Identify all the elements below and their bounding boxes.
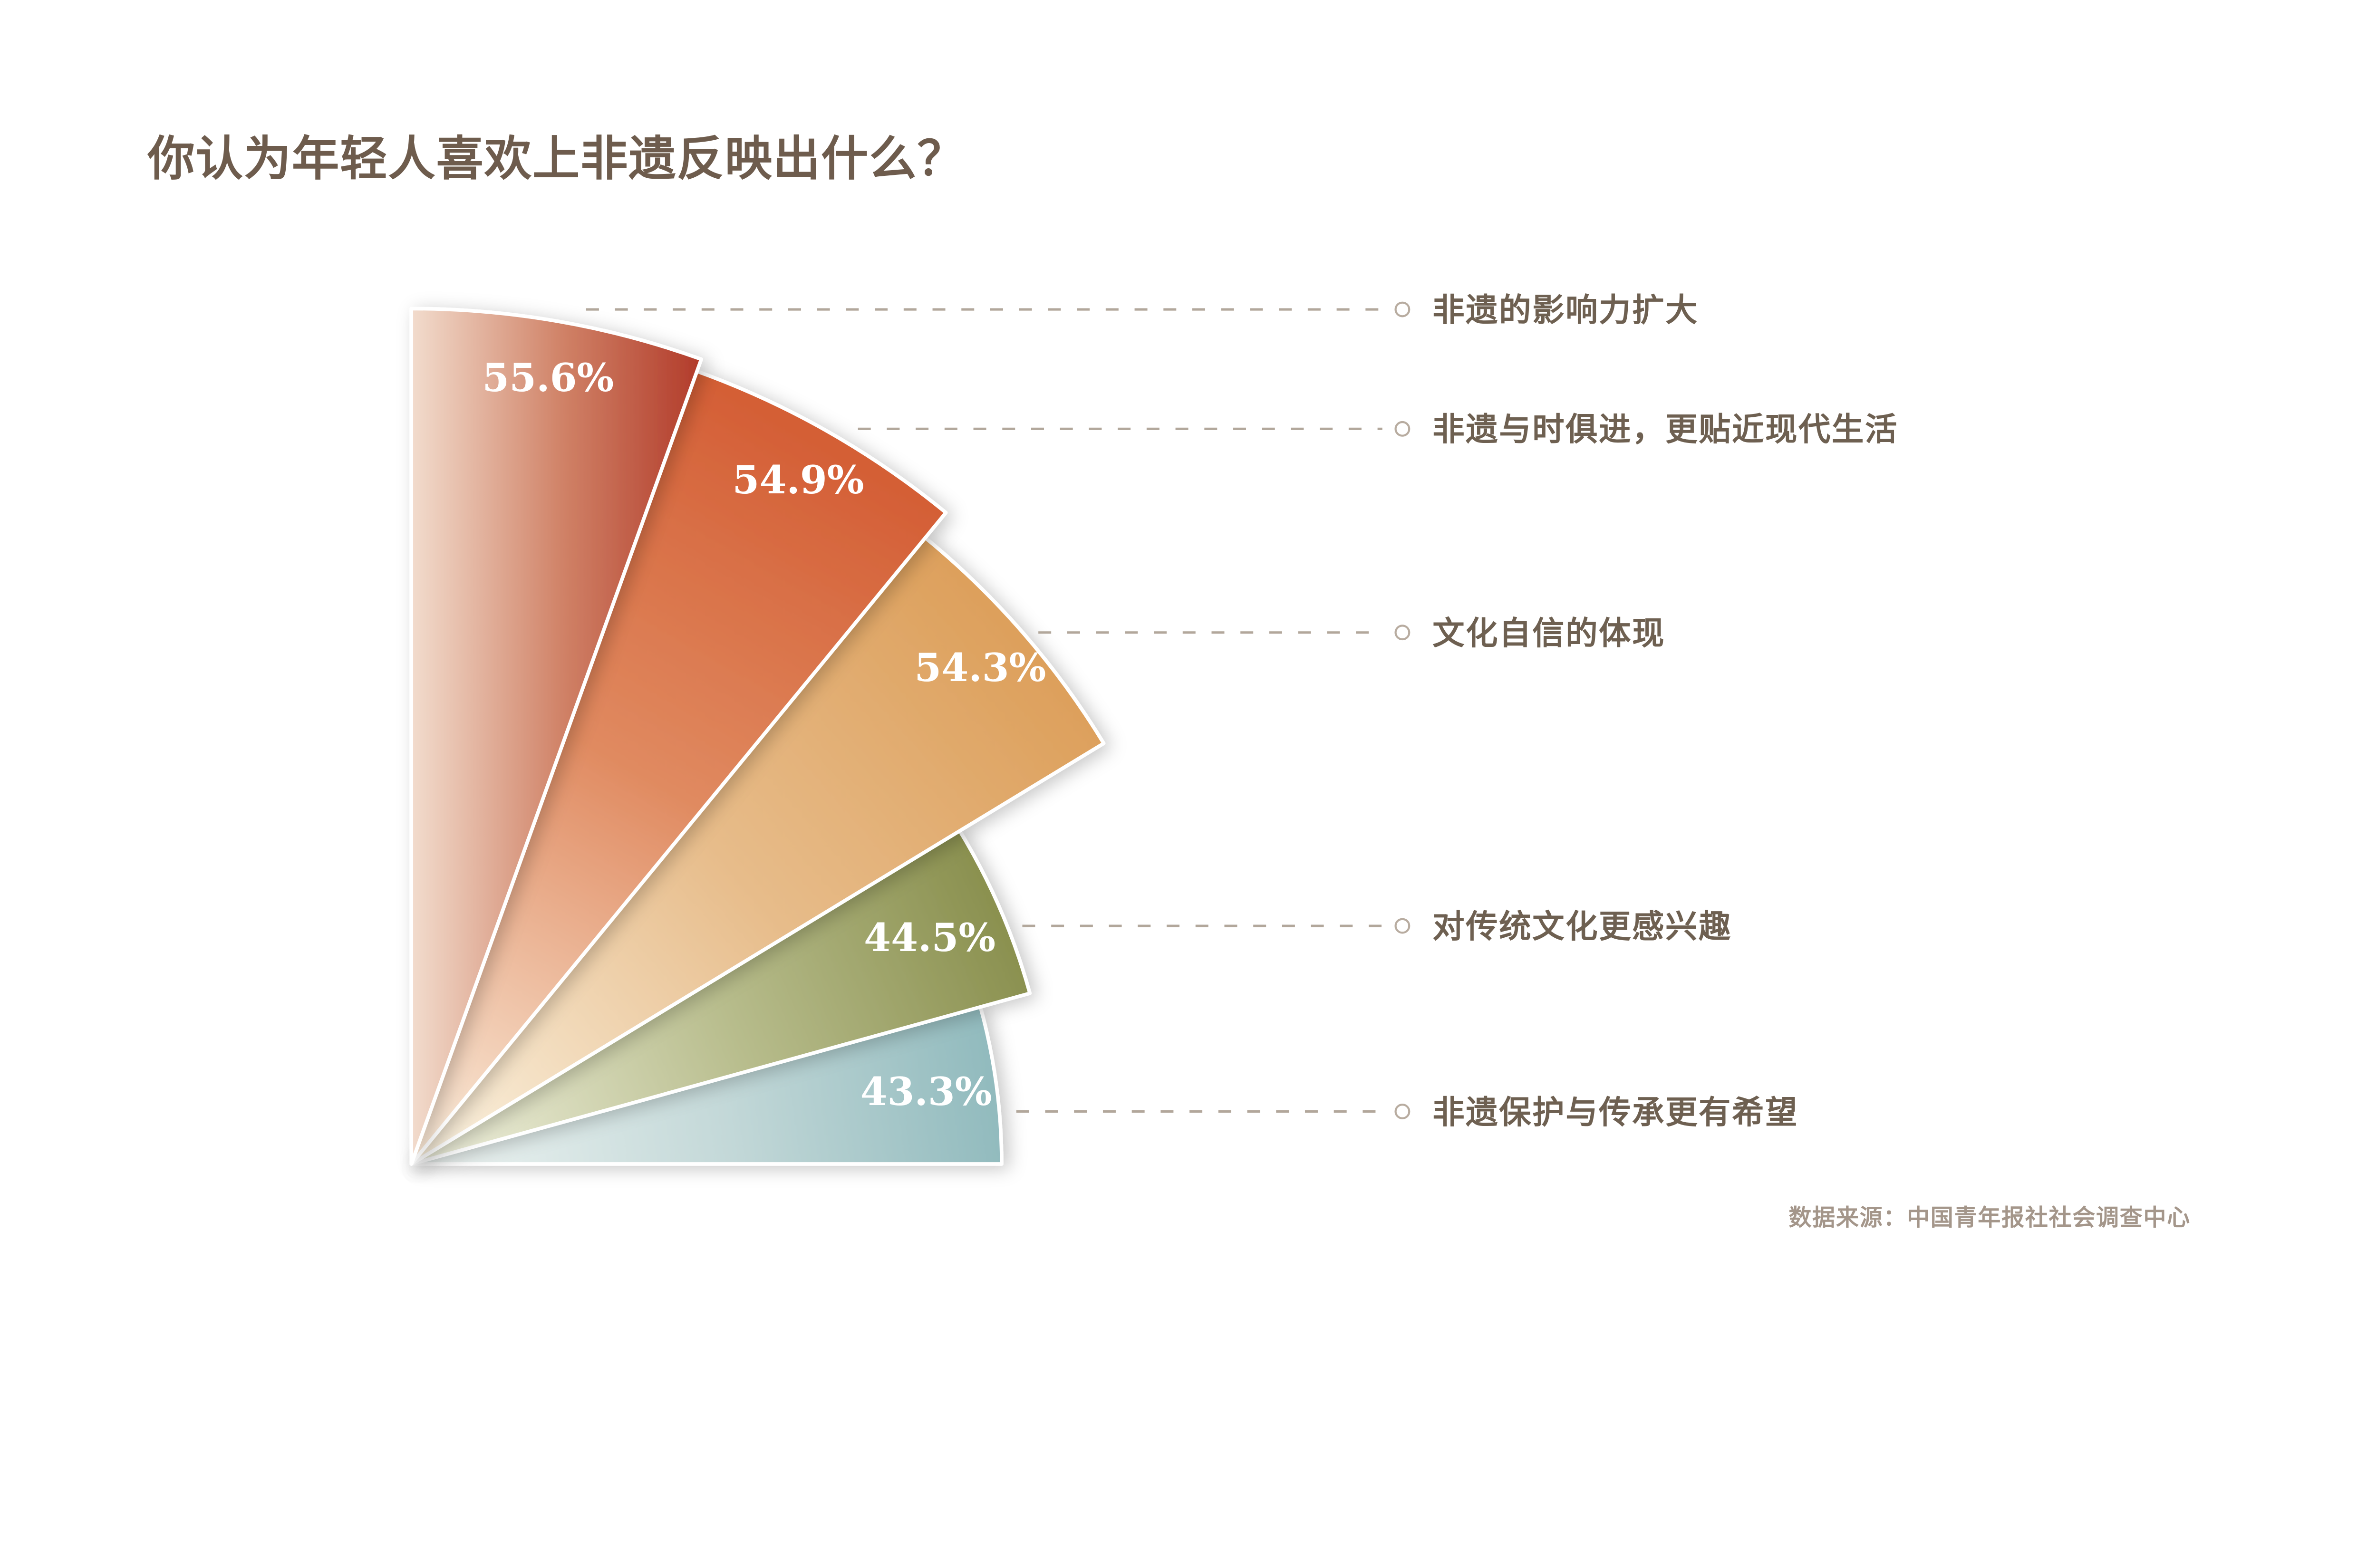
- leader-dot: [1394, 918, 1411, 934]
- leader-dot: [1394, 301, 1411, 317]
- slice-category-label: 文化自信的体现: [1432, 614, 1666, 652]
- fan-wedge: [409, 307, 703, 1166]
- source-note: 数据来源：中国青年报社社会调查中心: [1788, 1204, 2191, 1231]
- slice-value-label: 44.5%: [864, 915, 996, 961]
- slice-value-label: 54.3%: [914, 645, 1046, 691]
- slice-value-label: 54.9%: [732, 457, 864, 503]
- slice-category-label: 非遗与时俱进，更贴近现代生活: [1432, 410, 1898, 448]
- fan-chart: [409, 301, 1411, 1166]
- infographic-page: 你认为年轻人喜欢上非遗反映出什么？ 55.6% 54.9% 54.3% 44.5…: [147, 131, 2191, 1231]
- leader-dot: [1394, 421, 1411, 437]
- page-title: 你认为年轻人喜欢上非遗反映出什么？: [147, 131, 966, 186]
- fan-wedge: [409, 536, 1106, 1166]
- slice-category-label: 对传统文化更感兴趣: [1432, 907, 1732, 945]
- slice-category-label: 非遗的影响力扩大: [1432, 291, 1699, 329]
- fan-wedge: [409, 829, 1032, 1166]
- slice-category-label: 非遗保护与传承更有希望: [1432, 1093, 1798, 1131]
- slice-value-label: 43.3%: [860, 1069, 992, 1115]
- fan-wedge: [409, 369, 948, 1166]
- leader-dot: [1394, 1104, 1411, 1119]
- slice-value-label: 55.6%: [482, 355, 614, 401]
- leader-dot: [1394, 625, 1411, 641]
